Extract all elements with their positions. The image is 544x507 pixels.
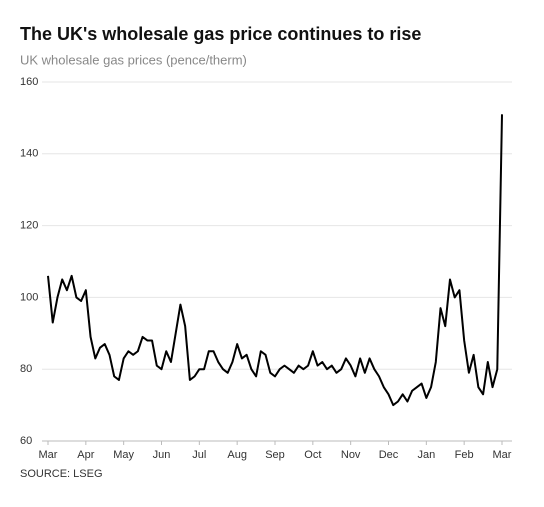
y-tick-label: 80 (20, 363, 32, 375)
y-tick-label: 140 (20, 148, 38, 160)
x-tick-label: Mar (39, 449, 58, 461)
y-tick-label: 120 (20, 220, 38, 232)
source: SOURCE: LSEG (20, 468, 103, 480)
x-tick-label: Jul (192, 449, 206, 461)
x-tick-label: Feb (455, 449, 474, 461)
x-tick-label: Oct (304, 449, 321, 461)
x-tick-label: Jan (417, 449, 435, 461)
x-tick-label: Jun (153, 449, 171, 461)
x-tick-label: Mar (493, 449, 512, 461)
chart-subtitle: UK wholesale gas prices (pence/therm) (20, 52, 247, 67)
line (47, 114, 503, 407)
chart-title: The UK's wholesale gas price continues t… (20, 24, 421, 44)
x-tick-label: Dec (379, 449, 399, 461)
x-tick-label: Sep (265, 449, 285, 461)
x-tick-label: Apr (77, 449, 94, 461)
y-tick-label: 100 (20, 291, 38, 303)
x-tick-label: May (113, 449, 134, 461)
x-tick-label: Nov (341, 449, 361, 461)
y-tick-label: 60 (20, 435, 32, 447)
y-tick-label: 160 (20, 76, 38, 88)
x-tick-label: Aug (227, 449, 247, 461)
